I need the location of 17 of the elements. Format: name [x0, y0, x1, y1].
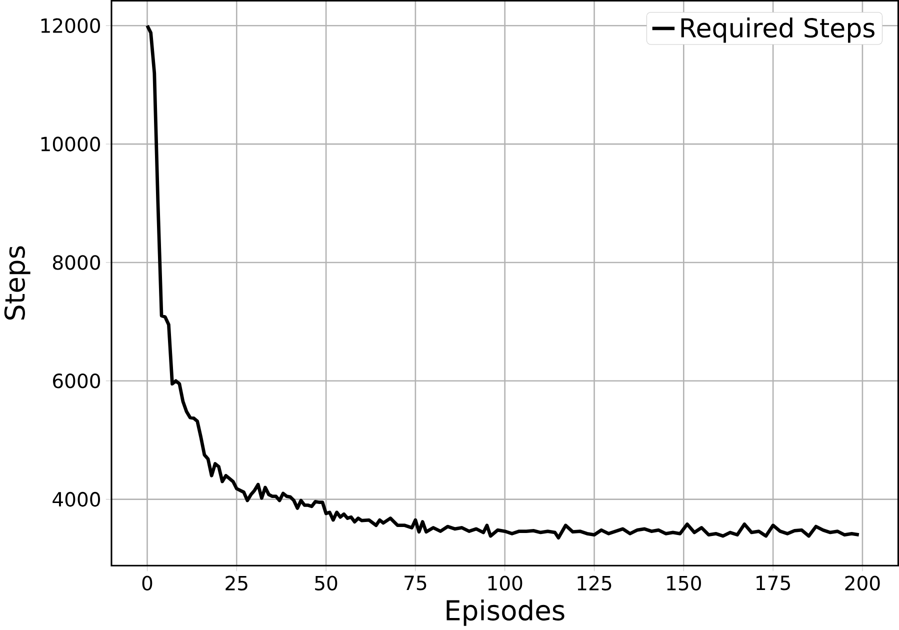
y-axis-title: Steps	[4, 246, 30, 320]
y-tick-label: 8000	[52, 254, 100, 270]
x-tick-label: 175	[756, 576, 790, 590]
x-tick-label: 50	[315, 576, 338, 590]
y-tick-label: 6000	[53, 373, 100, 388]
x-tick-label: 75	[404, 576, 426, 590]
x-tick-label: 25	[226, 576, 248, 590]
x-tick-label: 200	[845, 576, 880, 590]
x-axis-title: Episodes	[446, 599, 564, 626]
y-tick-label: 12000	[41, 18, 100, 33]
x-tick-label: 125	[578, 576, 612, 590]
legend-label: Required Steps	[681, 17, 874, 43]
x-tick-label: 0	[142, 576, 152, 590]
y-tick-label: 4000	[52, 492, 100, 507]
x-tick-label: 150	[667, 576, 701, 590]
y-tick-label: 10000	[41, 136, 100, 152]
x-tick-label: 100	[488, 576, 522, 590]
